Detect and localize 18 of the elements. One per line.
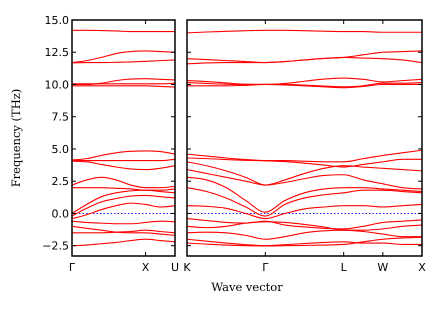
y-tick-label: 0.0 <box>52 207 69 220</box>
x-tick-label: X <box>142 261 150 274</box>
x-tick-label: K <box>183 261 192 274</box>
y-tick-label: 10.0 <box>44 78 69 92</box>
y-tick-label: 5.0 <box>52 142 69 156</box>
x-tick-label: W <box>377 261 388 274</box>
y-tick-label: 15.0 <box>44 14 69 27</box>
y-tick-label: 2.5 <box>52 175 69 188</box>
x-axis-title: Wave vector <box>211 280 284 294</box>
y-axis-title: Frequency (THz) <box>9 88 23 188</box>
y-tick-label: 7.5 <box>52 110 69 124</box>
y-tick-label: 12.5 <box>44 46 69 60</box>
x-tick-label: L <box>340 261 348 274</box>
x-tick-label: X <box>418 261 426 274</box>
x-tick-label: U <box>170 261 180 274</box>
x-tick-label: Γ <box>68 261 76 274</box>
y-tick-label: −2.5 <box>42 240 69 253</box>
x-tick-label: Γ <box>262 261 270 274</box>
